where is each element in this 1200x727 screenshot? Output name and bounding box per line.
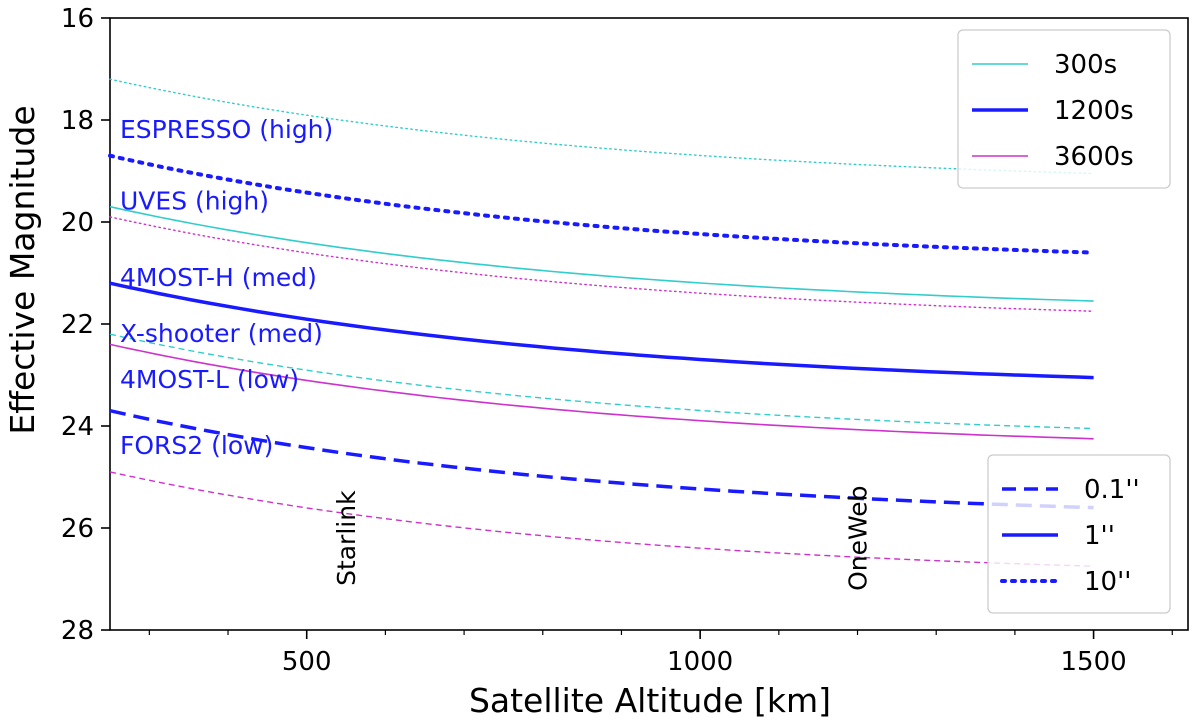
legend-label: 1200s <box>1054 96 1134 126</box>
y-tick-label: 18 <box>61 106 94 136</box>
legend-group: 300s 1200s 3600s 0.1'' 1'' 10'' <box>957 29 1171 614</box>
series-300s-10arcsec <box>109 78 1095 175</box>
instrument-label: 4MOST-L (low) <box>120 365 299 394</box>
series-3600s-10arcsec <box>109 216 1095 312</box>
series-300s-0.1arcsec <box>109 333 1094 430</box>
legend-label: 1'' <box>1084 521 1115 551</box>
annotation-group: ESPRESSO (high) UVES (high) 4MOST-H (med) X… <box>120 115 873 591</box>
x-tick-label: 1500 <box>1060 647 1126 677</box>
instrument-label: ESPRESSO (high) <box>120 115 333 144</box>
x-axis-title: Satellite Altitude [km] <box>469 681 831 720</box>
legend-label: 300s <box>1054 50 1117 80</box>
series-3600s-0.1arcsec <box>109 471 1094 567</box>
y-tick-label: 20 <box>61 208 94 238</box>
x-tick-label: 1000 <box>667 647 733 677</box>
y-tick-label: 26 <box>61 514 94 544</box>
x-tick-label: 500 <box>282 647 332 677</box>
legend-box <box>987 454 1171 614</box>
constellation-label: Starlink <box>332 490 361 586</box>
legend-label: 3600s <box>1054 142 1134 172</box>
series-1200s-1arcsec <box>109 281 1094 380</box>
instrument-label: UVES (high) <box>120 186 269 215</box>
legend-box <box>957 29 1171 189</box>
series-1200s-0.1arcsec <box>109 408 1094 510</box>
y-tick-label: 28 <box>61 616 94 646</box>
y-tick-label: 24 <box>61 412 94 442</box>
constellation-label: OneWeb <box>844 485 873 590</box>
series-300s-1arcsec <box>109 205 1094 302</box>
axes-group: 500 1000 1500 16 18 20 22 24 26 28 <box>61 4 1189 677</box>
legend-label: 10'' <box>1084 567 1131 597</box>
instrument-label: 4MOST-H (med) <box>120 263 317 292</box>
instrument-label: X-shooter (med) <box>120 319 323 348</box>
y-axis-title: Effective Magnitude <box>3 105 42 434</box>
y-tick-label: 22 <box>61 310 94 340</box>
y-tick-label: 16 <box>61 4 94 34</box>
legend-label: 0.1'' <box>1084 475 1140 505</box>
instrument-label: FORS2 (low) <box>120 431 273 460</box>
series-3600s-1arcsec <box>109 343 1094 440</box>
series-group <box>108 78 1096 567</box>
